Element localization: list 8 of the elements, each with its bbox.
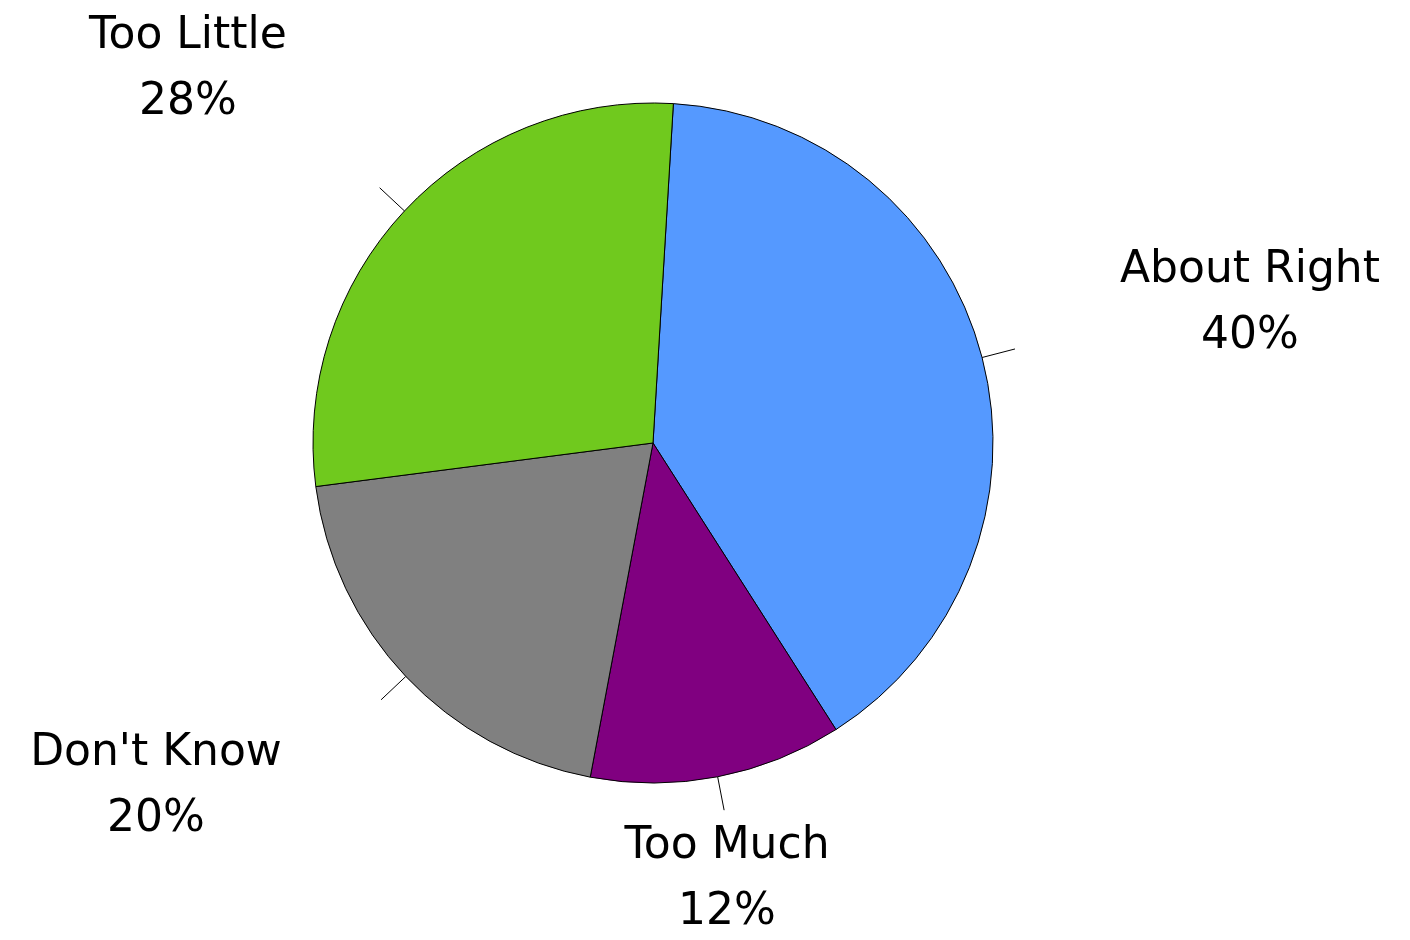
data-label: 40% [1201, 307, 1299, 358]
data-label: 28% [139, 73, 237, 124]
slice-label: Too Little [88, 7, 287, 58]
data-label: 12% [678, 883, 776, 934]
slice-label: Too Much [623, 817, 830, 868]
slice-label: Don't Know [30, 724, 282, 775]
data-label: 20% [107, 790, 205, 841]
slice-label: About Right [1120, 241, 1380, 292]
